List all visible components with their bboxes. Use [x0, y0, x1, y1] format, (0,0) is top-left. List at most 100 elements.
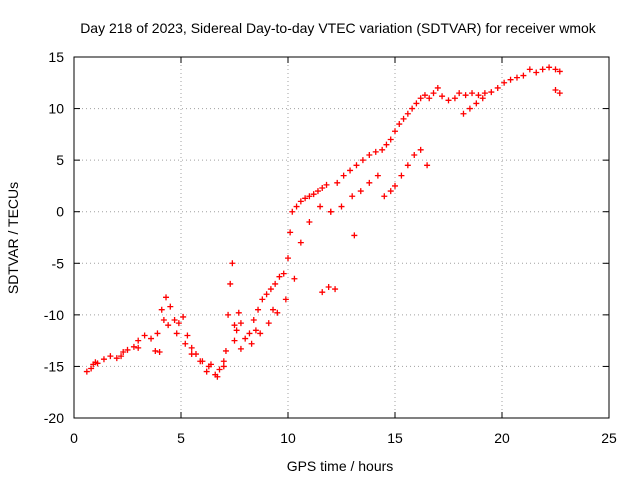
data-point: [466, 105, 473, 112]
data-point: [387, 136, 394, 143]
y-tick-label: 5: [56, 152, 64, 168]
data-point: [439, 93, 446, 100]
data-point: [156, 348, 163, 355]
data-point: [392, 182, 398, 189]
data-point: [473, 100, 480, 107]
data-point: [481, 90, 488, 97]
data-point: [400, 115, 407, 122]
data-point: [227, 280, 234, 287]
data-point: [152, 347, 159, 354]
data-point: [270, 306, 277, 313]
data-point: [173, 330, 180, 337]
data-point: [160, 317, 167, 324]
data-point: [118, 353, 125, 360]
data-point: [158, 306, 165, 313]
data-point: [94, 360, 101, 367]
data-point: [379, 146, 386, 153]
data-point: [372, 148, 379, 155]
data-point: [135, 344, 142, 351]
data-point: [165, 322, 172, 329]
data-point: [430, 90, 437, 97]
data-point: [88, 365, 95, 372]
data-point: [417, 146, 424, 153]
data-point: [231, 322, 238, 329]
data-point: [460, 110, 467, 117]
data-point: [272, 280, 279, 287]
data-point: [404, 162, 411, 169]
data-point: [426, 95, 433, 102]
data-point: [347, 167, 354, 174]
x-tick-label: 25: [601, 430, 617, 446]
data-point: [293, 203, 300, 210]
y-tick-label: 0: [56, 204, 64, 220]
data-point: [513, 74, 520, 81]
y-tick-label: -20: [44, 410, 64, 426]
data-point: [488, 89, 495, 96]
x-tick-label: 5: [177, 430, 185, 446]
data-point: [265, 320, 272, 327]
data-point: [246, 330, 253, 337]
data-point: [113, 355, 120, 362]
y-tick-label: -10: [44, 307, 64, 323]
data-point: [451, 95, 458, 102]
data-point: [287, 229, 294, 236]
data-point: [349, 193, 356, 200]
data-point: [171, 317, 178, 324]
data-point: [533, 69, 540, 76]
data-point: [205, 363, 212, 370]
data-point: [225, 311, 232, 318]
data-point: [310, 191, 317, 198]
data-point: [216, 366, 223, 373]
data-point: [180, 313, 187, 320]
y-tick-label: -5: [52, 255, 65, 271]
data-point: [411, 151, 418, 158]
data-point: [250, 317, 257, 324]
data-point: [259, 296, 266, 303]
data-point: [359, 157, 366, 164]
grid-lines: [74, 57, 609, 418]
data-point: [469, 90, 476, 97]
data-point: [231, 337, 238, 344]
data-point: [267, 286, 274, 293]
data-point: [130, 343, 137, 350]
data-point: [124, 346, 131, 353]
data-point: [197, 358, 204, 365]
data-point: [222, 347, 229, 354]
data-point: [107, 353, 114, 360]
data-point: [306, 193, 313, 200]
data-point: [302, 195, 309, 202]
x-axis-label: GPS time / hours: [287, 458, 394, 474]
data-point: [188, 344, 195, 351]
data-point: [280, 270, 287, 277]
data-point: [526, 66, 533, 73]
data-point: [494, 84, 501, 91]
data-point: [327, 208, 334, 215]
data-point: [242, 335, 249, 342]
data-point: [175, 320, 182, 327]
data-point: [366, 179, 373, 186]
data-point: [366, 151, 373, 158]
data-point: [552, 87, 559, 94]
data-point: [334, 179, 341, 186]
data-point: [141, 332, 148, 339]
y-axis-label: SDTVAR / TECUs: [5, 182, 21, 294]
data-point: [233, 327, 240, 334]
data-point: [546, 64, 553, 71]
data-point: [417, 95, 424, 102]
x-tick-label: 10: [280, 430, 296, 446]
data-points: [83, 64, 563, 380]
data-point: [383, 141, 390, 148]
data-point: [381, 193, 388, 200]
data-point: [182, 340, 189, 347]
x-tick-label: 15: [387, 430, 403, 446]
data-point: [520, 72, 527, 79]
data-point: [203, 368, 210, 375]
data-point: [297, 198, 304, 205]
y-tick-label: 10: [48, 101, 64, 117]
data-point: [396, 121, 403, 128]
data-point: [374, 172, 381, 179]
data-point: [539, 66, 546, 73]
chart-title: Day 218 of 2023, Sidereal Day-to-day VTE…: [80, 20, 597, 36]
data-point: [135, 337, 142, 344]
data-point: [184, 332, 191, 339]
